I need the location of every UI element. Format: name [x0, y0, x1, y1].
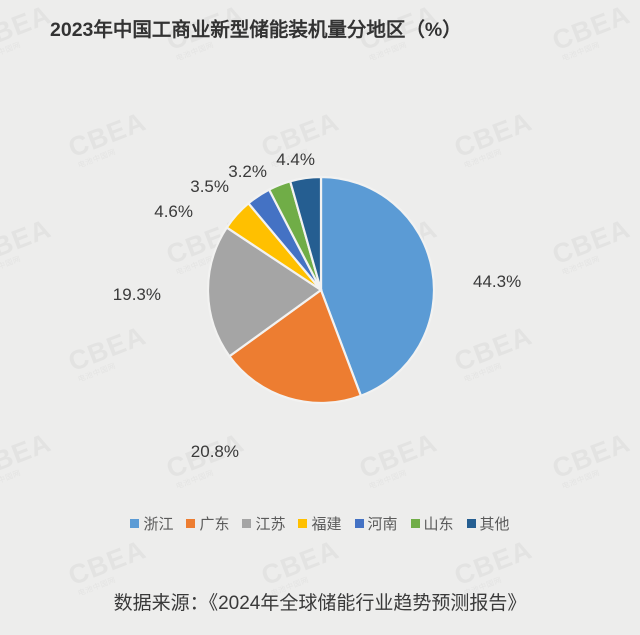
legend-item-label: 浙江: [143, 516, 174, 533]
legend-item[interactable]: 江苏: [242, 513, 285, 534]
pie-slice[interactable]: [319, 175, 436, 398]
legend-color-swatch: [242, 519, 252, 528]
legend-color-swatch: [298, 519, 308, 528]
pie-slice-label: 44.3%: [473, 272, 522, 291]
pie-slice[interactable]: [206, 226, 323, 358]
chart-legend: 浙江 广东 江苏 福建 河南 山东 其他: [0, 513, 640, 534]
legend-color-swatch: [466, 519, 476, 528]
pie-slice[interactable]: [288, 175, 323, 291]
pie-slice-label: 4.6%: [154, 202, 193, 221]
legend-color-swatch: [186, 519, 196, 528]
legend-item-label: 河南: [367, 516, 398, 533]
pie-slice-label: 20.8%: [190, 442, 239, 461]
legend-item[interactable]: 山东: [410, 513, 454, 534]
pie-chart-area: 44.3% 20.8% 19.3% 4.6% 3.5% 3.2% 4.4%: [0, 120, 640, 461]
pie-slice-label: 4.4%: [276, 150, 315, 169]
legend-item[interactable]: 浙江: [130, 513, 173, 534]
legend-item[interactable]: 其他: [466, 513, 510, 534]
page-title: 2023年中国工商业新型储能装机量分地区（%）: [50, 19, 462, 41]
pie-slice-label: 19.3%: [112, 285, 161, 304]
legend-color-swatch: [354, 519, 364, 528]
legend-item-label: 其他: [479, 516, 510, 533]
legend-item-label: 广东: [199, 516, 230, 533]
legend-item-label: 山东: [423, 516, 454, 533]
pie-slice[interactable]: [227, 288, 363, 405]
pie-slice-label: 3.2%: [228, 162, 267, 181]
pie-slice-label: 3.5%: [190, 177, 229, 196]
source-note: 数据来源：《2024年全球储能行业趋势预测报告》: [113, 593, 527, 614]
legend-item-label: 福建: [311, 516, 342, 533]
legend-item[interactable]: 福建: [298, 513, 342, 534]
legend-color-swatch: [130, 519, 140, 528]
pie-chart-svg: [206, 175, 436, 405]
legend-color-swatch: [410, 519, 420, 528]
legend-item-label: 江苏: [255, 516, 286, 533]
legend-item[interactable]: 河南: [354, 513, 398, 534]
legend-item[interactable]: 广东: [186, 513, 229, 534]
